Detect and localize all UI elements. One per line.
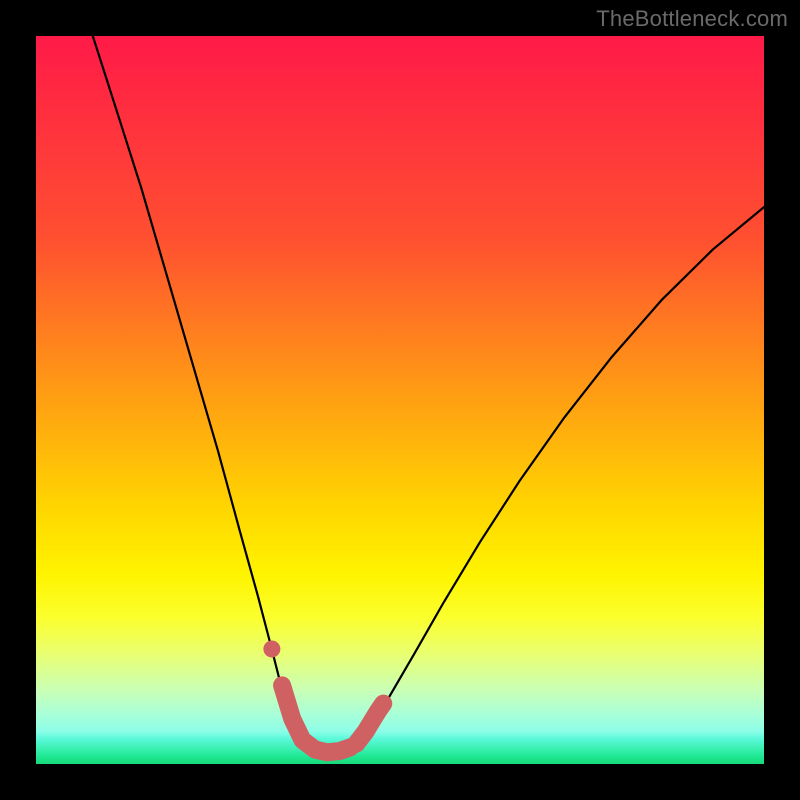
- marker-dot-0: [263, 640, 280, 657]
- chart-svg: [0, 0, 800, 800]
- marker-sausage-0: [282, 685, 350, 752]
- bottleneck-curve-left: [93, 36, 362, 752]
- marker-group: [263, 640, 383, 752]
- watermark-text: TheBottleneck.com: [596, 6, 788, 32]
- marker-sausage-1: [356, 704, 383, 744]
- curve-group: [93, 36, 764, 752]
- bottleneck-curve-right: [361, 207, 764, 737]
